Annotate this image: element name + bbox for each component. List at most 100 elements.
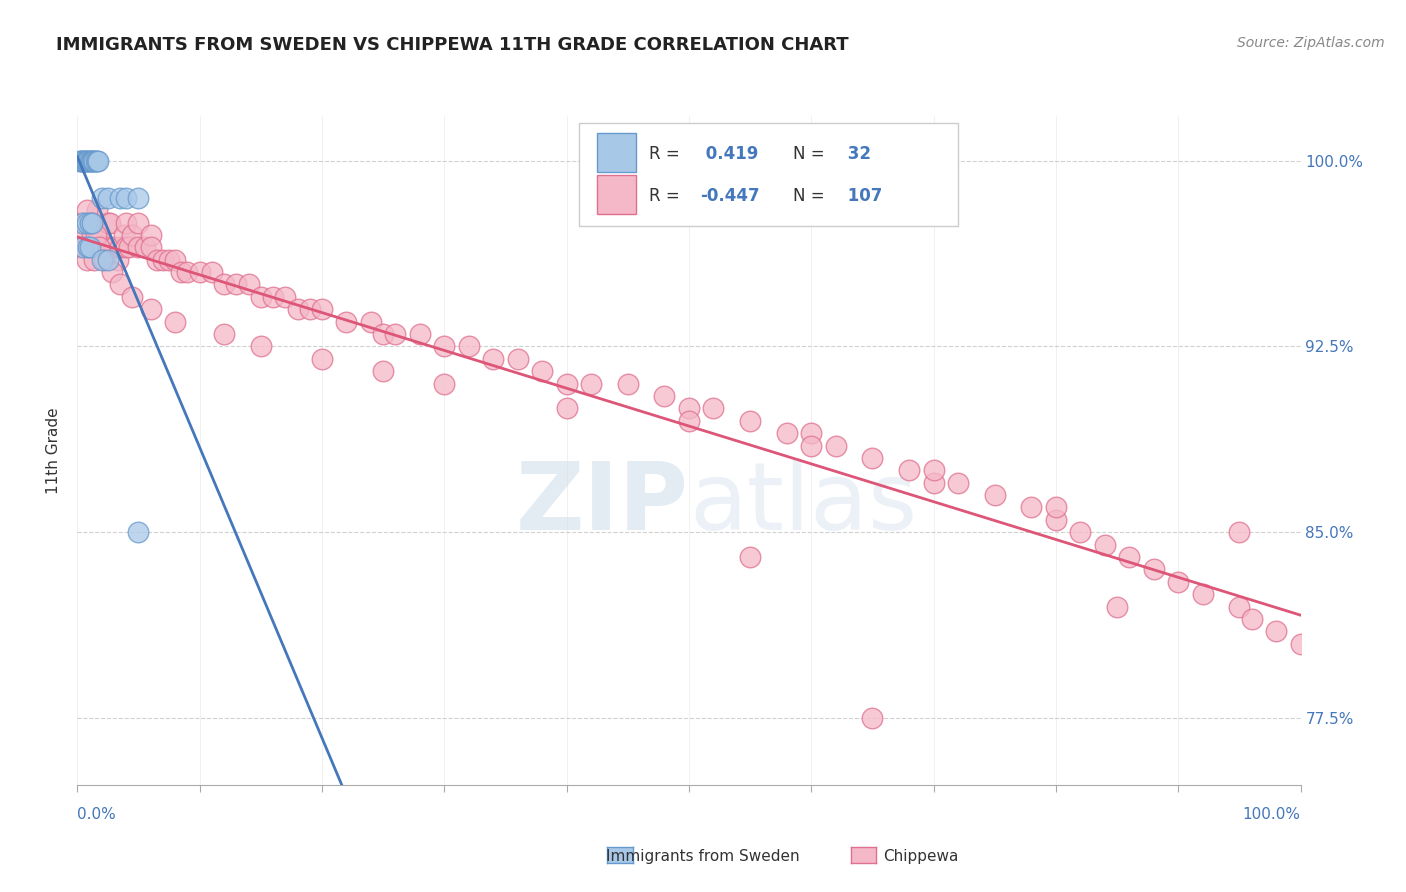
Point (83, 153, 105, 168)
Point (1229, 599, 1251, 614)
Point (77, 240, 100, 254)
Point (108, 277, 131, 292)
Text: -0.447: -0.447 (700, 187, 759, 205)
Point (212, 277, 235, 292)
Point (298, 302, 321, 317)
Point (531, 364, 554, 378)
Point (75, 227, 97, 242)
Text: 107: 107 (842, 187, 882, 205)
Point (311, 302, 333, 317)
Point (555, 401, 578, 416)
Point (250, 290, 273, 304)
Point (740, 549, 762, 564)
Point (97, 191, 120, 205)
Point (98, 215, 121, 229)
Point (108, 191, 131, 205)
FancyBboxPatch shape (579, 123, 957, 227)
Point (824, 438, 846, 452)
Point (262, 290, 284, 304)
Point (118, 240, 141, 254)
Text: Source: ZipAtlas.com: Source: ZipAtlas.com (1237, 36, 1385, 50)
Point (115, 215, 138, 229)
Point (188, 265, 211, 279)
Point (80, 153, 103, 168)
Point (579, 376, 602, 391)
Point (1021, 500, 1043, 515)
Point (201, 265, 224, 279)
Point (1229, 525, 1251, 540)
Point (984, 488, 1007, 502)
Point (72, 215, 94, 229)
Point (409, 326, 432, 341)
Point (1107, 599, 1129, 614)
Point (1094, 538, 1116, 552)
Text: IMMIGRANTS FROM SWEDEN VS CHIPPEWA 11TH GRADE CORRELATION CHART: IMMIGRANTS FROM SWEDEN VS CHIPPEWA 11TH … (56, 36, 849, 54)
Point (89, 227, 111, 242)
Point (115, 240, 138, 254)
Point (72, 153, 94, 168)
Point (84, 153, 107, 168)
Point (90, 191, 112, 205)
Point (128, 525, 150, 540)
Point (776, 426, 799, 441)
Point (862, 450, 884, 465)
Point (433, 339, 456, 353)
Point (225, 277, 247, 292)
Text: 100.0%: 100.0% (1243, 807, 1301, 822)
Point (93, 240, 115, 254)
Point (212, 326, 235, 341)
Point (146, 252, 169, 267)
Point (87, 153, 110, 168)
Point (76, 153, 98, 168)
Point (165, 315, 187, 329)
Point (76, 215, 98, 229)
Point (287, 302, 309, 317)
Point (80, 215, 103, 229)
Point (93, 252, 115, 267)
Point (112, 227, 135, 242)
Point (139, 240, 162, 254)
Text: Chippewa: Chippewa (883, 849, 959, 863)
Point (1069, 525, 1091, 540)
Point (73, 153, 96, 168)
Point (800, 438, 823, 452)
Point (678, 401, 700, 416)
Point (79, 240, 101, 254)
FancyBboxPatch shape (598, 133, 637, 172)
Point (170, 265, 193, 279)
Point (482, 351, 505, 366)
Point (176, 265, 198, 279)
Point (69, 153, 91, 168)
Text: 0.419: 0.419 (700, 145, 758, 163)
Point (898, 463, 921, 477)
Point (922, 475, 945, 490)
Point (678, 414, 700, 428)
Point (72, 215, 94, 229)
Point (79, 215, 101, 229)
Point (76, 252, 98, 267)
Point (70, 153, 93, 168)
Point (84, 240, 107, 254)
Text: Immigrants from Sweden: Immigrants from Sweden (606, 849, 800, 863)
Point (134, 240, 156, 254)
Point (128, 191, 150, 205)
Point (1045, 513, 1067, 527)
Point (70, 240, 93, 254)
Point (82, 215, 104, 229)
Point (617, 376, 640, 391)
Point (157, 252, 180, 267)
Point (86, 203, 108, 218)
Point (384, 326, 406, 341)
Point (128, 215, 150, 229)
Text: 0.0%: 0.0% (77, 807, 117, 822)
Point (72, 240, 94, 254)
FancyBboxPatch shape (598, 175, 637, 214)
Point (86, 153, 108, 168)
Point (457, 339, 479, 353)
Point (128, 240, 150, 254)
Point (800, 426, 823, 441)
Point (90, 240, 112, 254)
Text: ZIP: ZIP (516, 458, 689, 550)
Point (75, 153, 97, 168)
Point (100, 265, 122, 279)
